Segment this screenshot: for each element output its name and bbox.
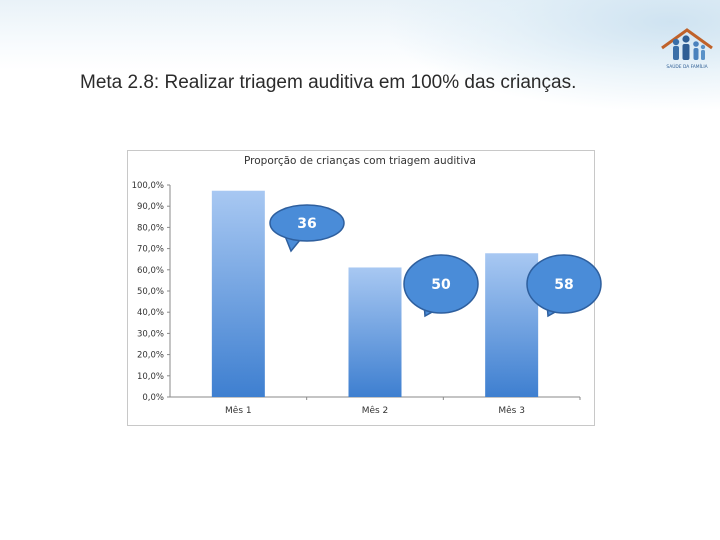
callout-bubble-2: 50: [403, 254, 479, 318]
family-house-logo-icon: SAÚDE DA FAMÍLIA: [661, 28, 713, 70]
x-tick-label: Mês 2: [362, 405, 389, 416]
y-tick-label: 80,0%: [137, 223, 164, 233]
logo-text: SAÚDE DA FAMÍLIA: [666, 63, 707, 70]
x-tick-label: Mês 3: [498, 405, 525, 416]
page-title: Meta 2.8: Realizar triagem auditiva em 1…: [80, 72, 577, 93]
callout-shape: [526, 254, 602, 314]
chart-title: Proporção de crianças com triagem auditi…: [244, 155, 476, 167]
callout-label: 36: [297, 216, 316, 232]
y-tick-label: 0,0%: [142, 393, 164, 403]
callout-bubble-3: 58: [526, 254, 602, 318]
callout-shape: [269, 204, 345, 242]
bar-2: [348, 267, 402, 397]
header-decoration: [390, 0, 720, 110]
callout-label: 50: [431, 277, 451, 293]
callout-label: 58: [554, 277, 573, 293]
y-tick-label: 60,0%: [137, 266, 164, 276]
y-tick-label: 70,0%: [137, 245, 164, 255]
y-tick-label: 20,0%: [137, 351, 164, 361]
callout-shape: [403, 254, 479, 314]
y-tick-label: 30,0%: [137, 329, 164, 339]
y-tick-label: 50,0%: [137, 287, 164, 297]
y-tick-label: 100,0%: [132, 181, 164, 191]
y-tick-label: 90,0%: [137, 202, 164, 212]
y-tick-label: 40,0%: [137, 308, 164, 318]
x-tick-label: Mês 1: [225, 405, 252, 416]
bar-1: [211, 190, 265, 397]
callout-bubble-1: 36: [269, 204, 345, 253]
y-tick-label: 10,0%: [137, 372, 164, 382]
